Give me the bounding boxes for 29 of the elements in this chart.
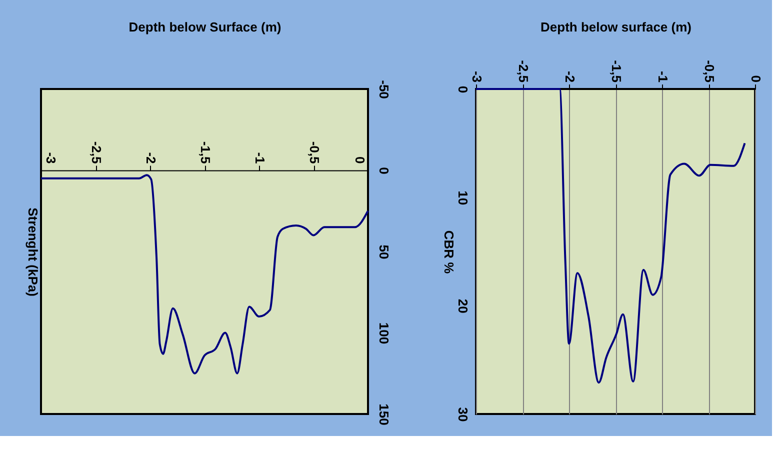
y-tick-label: 20 xyxy=(456,298,470,314)
x-axis-title: Depth below surface (m) xyxy=(540,20,692,34)
x-tick-label: 0 xyxy=(748,75,764,82)
x-tick-label: -3 xyxy=(470,70,484,82)
x-tick-label: 0 xyxy=(352,156,368,164)
y-tick-label: -50 xyxy=(376,80,392,99)
x-tick-label: -2,5 xyxy=(516,60,531,82)
y-tick-label: 150 xyxy=(376,404,392,426)
x-tick-label: -0,5 xyxy=(307,141,322,164)
y-tick-label: 10 xyxy=(456,190,470,206)
x-tick-label: -3 xyxy=(44,152,58,164)
y-axis-title: CBR % xyxy=(442,230,456,274)
x-axis-title: Depth below Surface (m) xyxy=(128,20,282,34)
y-tick-label: 30 xyxy=(456,407,470,422)
x-tick-label: -1,5 xyxy=(198,141,213,164)
x-tick-label: -1,5 xyxy=(609,60,624,82)
x-tick-label: -2 xyxy=(144,152,158,164)
y-tick-label: 100 xyxy=(376,322,392,344)
y-tick-label: 0 xyxy=(376,167,392,174)
y-tick-label: 50 xyxy=(376,244,392,260)
x-tick-label: -2,5 xyxy=(89,141,104,164)
y-axis-title: Strenght (kPa) xyxy=(26,208,40,296)
x-tick-label: -2 xyxy=(562,70,578,82)
y-tick-label: 0 xyxy=(456,86,470,94)
x-tick-label: -1 xyxy=(252,152,268,164)
line-series xyxy=(475,88,746,384)
line-series xyxy=(40,174,369,374)
x-tick-label: -0,5 xyxy=(702,60,717,82)
x-tick-label: -1 xyxy=(656,70,670,82)
